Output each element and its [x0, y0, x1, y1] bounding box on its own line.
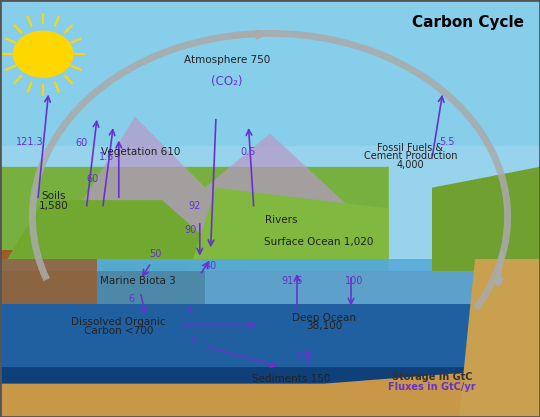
Text: 60: 60 — [87, 174, 99, 184]
Text: (CO₂): (CO₂) — [211, 75, 242, 88]
Text: Cement Production: Cement Production — [363, 151, 457, 161]
Polygon shape — [0, 259, 540, 271]
Text: 5.5: 5.5 — [440, 137, 455, 147]
Text: Storage in GtC: Storage in GtC — [392, 372, 472, 382]
Text: 1.6: 1.6 — [99, 152, 114, 162]
Text: 6: 6 — [190, 336, 197, 346]
Text: 92: 92 — [188, 201, 200, 211]
Text: Fossil Fuels &: Fossil Fuels & — [377, 143, 443, 153]
Polygon shape — [0, 0, 540, 259]
Polygon shape — [0, 259, 540, 304]
Text: Deep Ocean: Deep Ocean — [292, 313, 356, 323]
Text: Surface Ocean 1,020: Surface Ocean 1,020 — [264, 237, 373, 247]
Text: 91.6: 91.6 — [281, 276, 302, 286]
Text: 0.2: 0.2 — [296, 352, 311, 362]
Polygon shape — [0, 146, 540, 259]
Text: 38,100: 38,100 — [306, 321, 342, 331]
Text: Marine Biota 3: Marine Biota 3 — [100, 276, 176, 286]
Text: Carbon Cycle: Carbon Cycle — [412, 15, 524, 30]
Text: 90: 90 — [185, 225, 197, 235]
Polygon shape — [0, 304, 540, 367]
Text: 4: 4 — [187, 305, 193, 315]
Text: 60: 60 — [75, 138, 87, 148]
Text: 4,000: 4,000 — [396, 160, 424, 170]
Text: Dissolved Organic: Dissolved Organic — [71, 317, 166, 327]
Polygon shape — [0, 259, 97, 304]
Text: Soils: Soils — [42, 191, 66, 201]
Polygon shape — [0, 367, 540, 417]
Text: 121.3: 121.3 — [16, 137, 44, 147]
Polygon shape — [0, 250, 205, 304]
Text: Rivers: Rivers — [265, 215, 297, 225]
Text: 1,580: 1,580 — [39, 201, 69, 211]
Polygon shape — [459, 259, 540, 417]
Text: Vegetation 610: Vegetation 610 — [101, 147, 180, 157]
Circle shape — [14, 31, 73, 77]
Text: 40: 40 — [205, 261, 217, 271]
Text: Sediments 150: Sediments 150 — [252, 374, 331, 384]
Polygon shape — [0, 167, 389, 271]
Polygon shape — [0, 200, 243, 271]
Polygon shape — [432, 167, 540, 271]
Text: Atmosphere 750: Atmosphere 750 — [184, 55, 270, 65]
Text: 50: 50 — [149, 249, 161, 259]
Polygon shape — [0, 367, 540, 396]
Text: 6: 6 — [128, 294, 134, 304]
Text: Fluxes in GtC/yr: Fluxes in GtC/yr — [388, 382, 476, 392]
Text: 0.5: 0.5 — [241, 147, 256, 157]
Polygon shape — [65, 117, 389, 259]
Text: 100: 100 — [345, 276, 363, 286]
Polygon shape — [189, 188, 389, 271]
Text: Carbon <700: Carbon <700 — [84, 326, 153, 336]
